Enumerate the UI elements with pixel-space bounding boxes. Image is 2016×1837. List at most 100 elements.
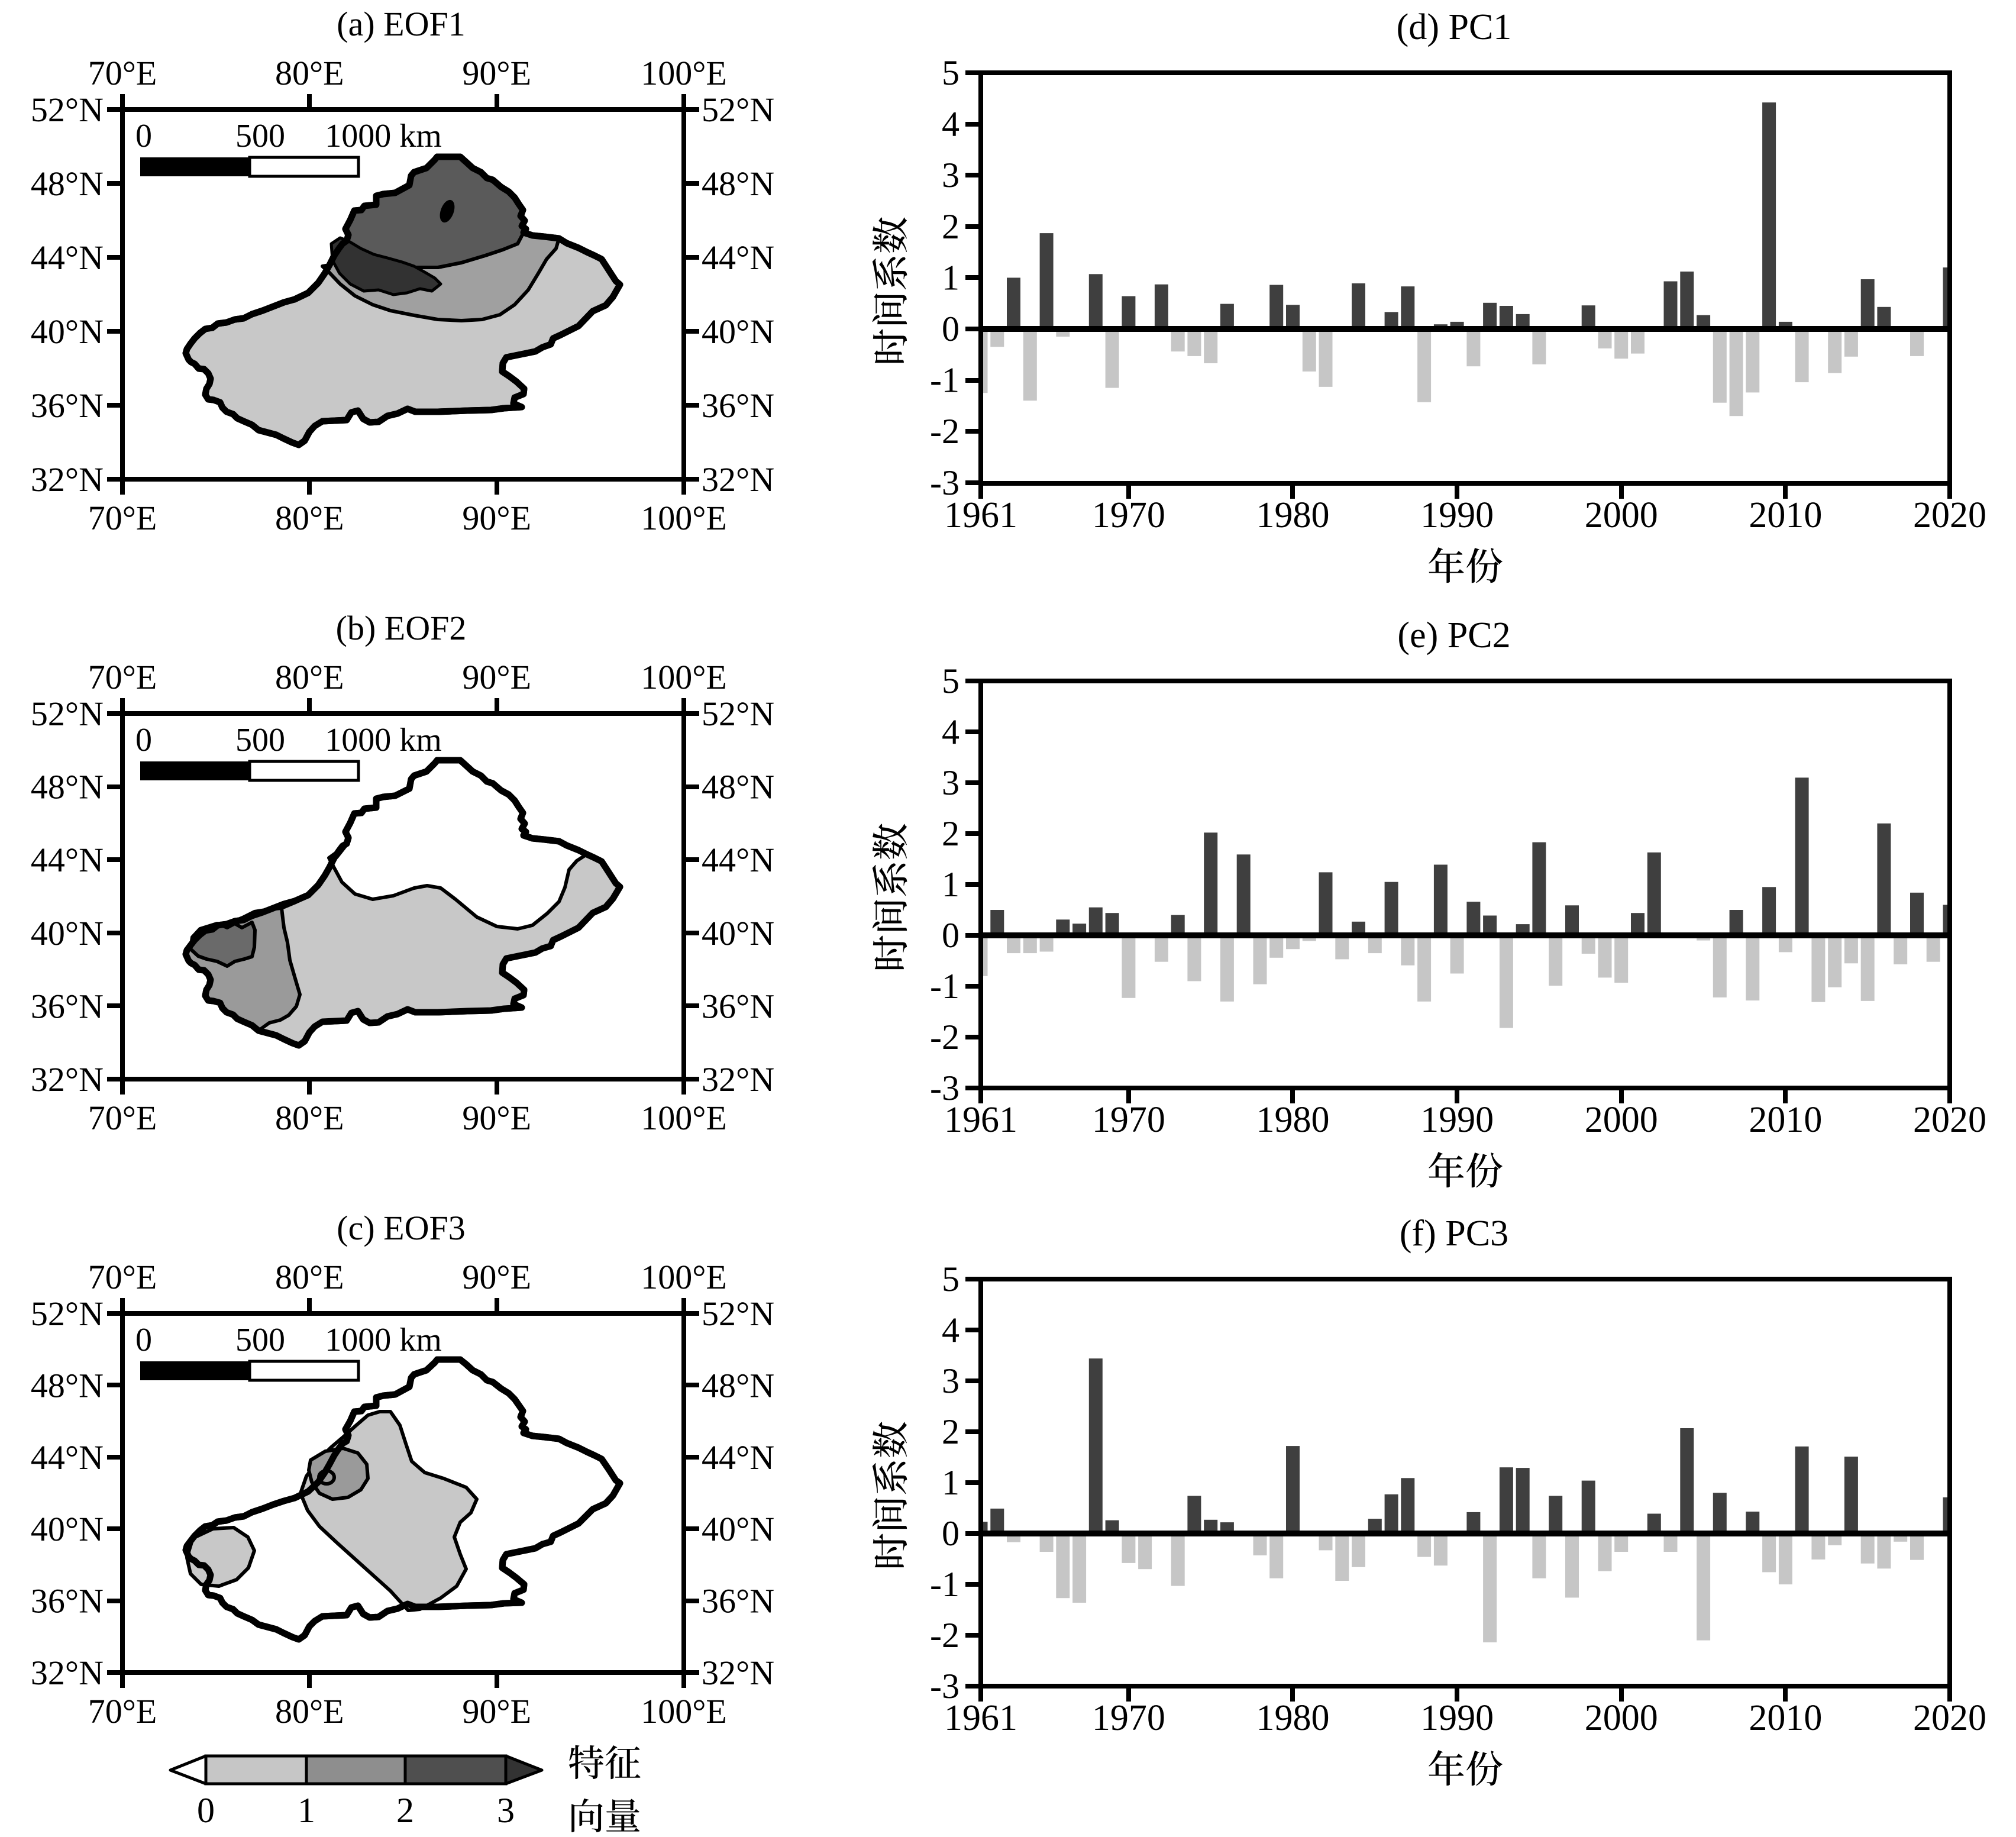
svg-text:36°N: 36°N	[31, 987, 104, 1025]
svg-text:2010: 2010	[1749, 1698, 1822, 1738]
svg-text:2020: 2020	[1913, 495, 1986, 535]
svg-text:1000 km: 1000 km	[325, 118, 442, 154]
svg-text:52°N: 52°N	[31, 91, 104, 129]
svg-text:500: 500	[235, 722, 285, 758]
svg-text:0: 0	[135, 118, 152, 154]
svg-text:90°E: 90°E	[462, 658, 531, 696]
svg-text:80°E: 80°E	[275, 1692, 344, 1731]
svg-text:32°N: 32°N	[702, 460, 774, 499]
svg-text:48°N: 48°N	[702, 164, 774, 203]
svg-text:1970: 1970	[1092, 495, 1165, 535]
svg-text:0: 0	[197, 1791, 215, 1830]
svg-text:36°N: 36°N	[31, 1582, 104, 1620]
svg-text:1961: 1961	[944, 495, 1017, 535]
svg-text:1990: 1990	[1420, 1100, 1494, 1140]
svg-text:40°N: 40°N	[702, 914, 774, 953]
svg-text:32°N: 32°N	[31, 460, 104, 499]
svg-text:44°N: 44°N	[702, 841, 774, 879]
svg-text:3: 3	[942, 1361, 959, 1400]
svg-text:44°N: 44°N	[702, 1438, 774, 1477]
svg-text:1: 1	[942, 1463, 959, 1502]
svg-text:32°N: 32°N	[702, 1060, 774, 1099]
svg-text:48°N: 48°N	[702, 768, 774, 806]
svg-text:100°E: 100°E	[641, 1692, 727, 1731]
svg-text:(b) EOF2: (b) EOF2	[336, 609, 467, 647]
svg-text:-2: -2	[930, 412, 959, 451]
svg-text:3: 3	[497, 1791, 515, 1830]
svg-text:-2: -2	[930, 1018, 959, 1057]
svg-text:-3: -3	[930, 1068, 959, 1108]
svg-text:-3: -3	[930, 1667, 959, 1706]
svg-text:100°E: 100°E	[641, 1258, 727, 1296]
svg-text:70°E: 70°E	[88, 658, 157, 696]
svg-text:2020: 2020	[1913, 1100, 1986, 1140]
svg-text:-1: -1	[930, 1565, 959, 1604]
svg-text:(f) PC3: (f) PC3	[1400, 1213, 1508, 1254]
svg-text:1: 1	[942, 258, 959, 297]
svg-text:-2: -2	[930, 1616, 959, 1655]
svg-text:1961: 1961	[944, 1100, 1017, 1140]
svg-text:-3: -3	[930, 463, 959, 502]
svg-text:36°N: 36°N	[702, 987, 774, 1025]
svg-text:36°N: 36°N	[702, 386, 774, 425]
svg-text:1000 km: 1000 km	[325, 1322, 442, 1358]
svg-text:48°N: 48°N	[31, 768, 104, 806]
svg-text:44°N: 44°N	[31, 841, 104, 879]
svg-text:500: 500	[235, 1322, 285, 1358]
svg-text:70°E: 70°E	[88, 1258, 157, 1296]
svg-text:36°N: 36°N	[31, 386, 104, 425]
svg-text:80°E: 80°E	[275, 499, 344, 537]
svg-text:(d) PC1: (d) PC1	[1397, 7, 1512, 47]
svg-text:90°E: 90°E	[462, 1258, 531, 1296]
svg-text:52°N: 52°N	[702, 1294, 774, 1333]
svg-text:1980: 1980	[1256, 495, 1330, 535]
svg-text:52°N: 52°N	[702, 695, 774, 733]
svg-text:4: 4	[942, 105, 959, 144]
svg-text:2010: 2010	[1749, 1100, 1822, 1140]
svg-text:3: 3	[942, 156, 959, 195]
svg-text:1980: 1980	[1256, 1698, 1330, 1738]
svg-text:1970: 1970	[1092, 1100, 1165, 1140]
svg-text:32°N: 32°N	[31, 1654, 104, 1692]
svg-text:80°E: 80°E	[275, 1258, 344, 1296]
svg-text:-1: -1	[930, 967, 959, 1006]
svg-text:1: 1	[942, 865, 959, 904]
svg-text:2000: 2000	[1585, 1698, 1658, 1738]
svg-text:32°N: 32°N	[31, 1060, 104, 1099]
svg-text:70°E: 70°E	[88, 1099, 157, 1137]
svg-text:70°E: 70°E	[88, 54, 157, 92]
svg-text:36°N: 36°N	[702, 1582, 774, 1620]
svg-text:5: 5	[942, 53, 959, 92]
svg-text:4: 4	[942, 712, 959, 751]
svg-text:1000 km: 1000 km	[325, 722, 442, 758]
svg-text:100°E: 100°E	[641, 499, 727, 537]
svg-text:52°N: 52°N	[702, 91, 774, 129]
svg-text:1990: 1990	[1420, 1698, 1494, 1738]
svg-text:(e) PC2: (e) PC2	[1397, 615, 1510, 656]
svg-text:44°N: 44°N	[702, 238, 774, 277]
svg-text:44°N: 44°N	[31, 238, 104, 277]
svg-text:5: 5	[942, 1260, 959, 1299]
svg-text:1961: 1961	[944, 1698, 1017, 1738]
svg-text:48°N: 48°N	[702, 1366, 774, 1405]
svg-text:44°N: 44°N	[31, 1438, 104, 1477]
svg-text:2: 2	[942, 207, 959, 246]
svg-text:40°N: 40°N	[702, 1510, 774, 1548]
svg-text:0: 0	[942, 1514, 959, 1553]
svg-text:-1: -1	[930, 361, 959, 400]
svg-text:80°E: 80°E	[275, 1099, 344, 1137]
svg-text:52°N: 52°N	[31, 695, 104, 733]
svg-text:0: 0	[135, 722, 152, 758]
svg-text:2010: 2010	[1749, 495, 1822, 535]
svg-text:90°E: 90°E	[462, 1099, 531, 1137]
svg-text:0: 0	[942, 309, 959, 348]
svg-text:32°N: 32°N	[702, 1654, 774, 1692]
svg-text:52°N: 52°N	[31, 1294, 104, 1333]
svg-text:2000: 2000	[1585, 1100, 1658, 1140]
svg-text:70°E: 70°E	[88, 499, 157, 537]
svg-text:500: 500	[235, 118, 285, 154]
svg-text:70°E: 70°E	[88, 1692, 157, 1731]
svg-text:90°E: 90°E	[462, 54, 531, 92]
svg-text:40°N: 40°N	[31, 1510, 104, 1548]
svg-text:1: 1	[298, 1791, 315, 1830]
